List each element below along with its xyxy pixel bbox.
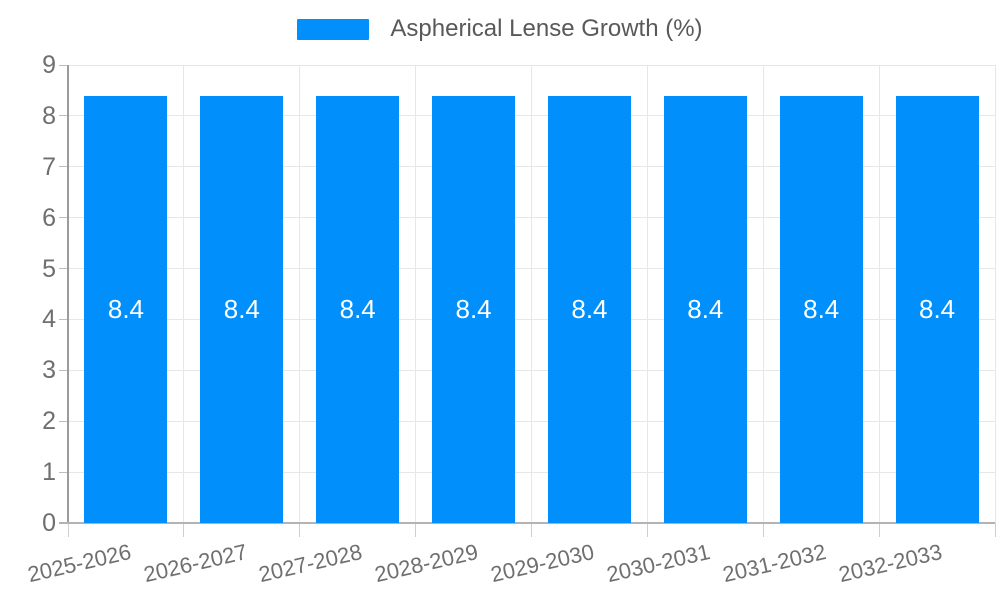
- y-axis-label: 4: [42, 305, 56, 334]
- x-gridline: [994, 65, 996, 523]
- x-gridline: [299, 65, 301, 523]
- x-gridline: [531, 65, 532, 523]
- y-axis-label: 1: [42, 458, 56, 487]
- x-gridline: [183, 65, 185, 523]
- x-axis-label: 2028-2029: [372, 539, 481, 588]
- bar[interactable]: 8.4: [779, 95, 863, 523]
- bar[interactable]: 8.4: [895, 95, 979, 523]
- x-axis-tick: [878, 523, 880, 537]
- y-axis-tick: [59, 420, 68, 422]
- y-axis-label: 6: [42, 203, 56, 232]
- legend-item[interactable]: Aspherical Lense Growth (%): [297, 15, 703, 42]
- x-axis-tick: [415, 523, 417, 537]
- y-axis-tick: [59, 471, 68, 473]
- bar[interactable]: 8.4: [84, 95, 168, 523]
- y-axis-label: 9: [42, 51, 56, 79]
- x-axis-label: 2030-2031: [604, 539, 713, 588]
- x-axis-label: 2026-2027: [140, 539, 249, 588]
- bar-value-label: 8.4: [107, 294, 145, 325]
- x-gridline: [415, 65, 417, 523]
- x-axis-tick: [762, 523, 764, 537]
- x-gridline: [646, 65, 648, 523]
- x-axis-tick: [183, 523, 185, 537]
- x-axis-line: [59, 522, 995, 524]
- bar[interactable]: 8.4: [200, 95, 284, 523]
- y-axis-tick: [59, 268, 68, 270]
- bar-value-label: 8.4: [223, 294, 260, 325]
- y-axis-tick: [59, 166, 68, 168]
- x-axis-label: 2031-2032: [720, 539, 829, 588]
- bar-value-label: 8.4: [339, 294, 376, 325]
- y-axis-label: 7: [42, 152, 56, 181]
- legend-swatch-icon: [297, 18, 370, 40]
- bar-value-label: 8.4: [455, 294, 492, 325]
- bar-value-label: 8.4: [803, 294, 840, 325]
- x-axis-tick: [67, 523, 69, 537]
- y-axis-tick: [59, 369, 68, 371]
- x-gridline: [762, 65, 764, 523]
- x-axis-label: 2025-2026: [24, 539, 134, 588]
- y-axis-label: 8: [42, 101, 56, 130]
- x-axis-tick: [646, 523, 648, 537]
- y-axis-label: 5: [42, 254, 56, 283]
- x-axis-tick: [531, 523, 532, 537]
- bar[interactable]: 8.4: [316, 95, 400, 523]
- y-axis-label: 0: [42, 509, 56, 537]
- y-axis-tick: [59, 318, 68, 320]
- chart-legend: Aspherical Lense Growth (%): [0, 17, 1000, 41]
- y-axis-tick: [59, 217, 68, 219]
- x-axis-label: 2029-2030: [488, 539, 597, 588]
- y-axis-line: [67, 65, 69, 523]
- bar[interactable]: 8.4: [547, 95, 631, 523]
- legend-label: Aspherical Lense Growth (%): [390, 15, 703, 42]
- x-axis-tick: [299, 523, 301, 537]
- y-axis-label: 2: [42, 407, 56, 436]
- x-axis-label: 2027-2028: [256, 539, 365, 588]
- bar[interactable]: 8.4: [432, 95, 516, 523]
- y-axis-label: 3: [42, 356, 56, 385]
- bar[interactable]: 8.4: [663, 95, 747, 523]
- bar-value-label: 8.4: [918, 294, 956, 325]
- y-axis-tick: [59, 64, 68, 66]
- x-gridline: [878, 65, 880, 523]
- x-axis-tick: [994, 523, 996, 537]
- bar-value-label: 8.4: [687, 294, 724, 325]
- bar-value-label: 8.4: [571, 294, 608, 325]
- y-axis-tick: [59, 115, 68, 117]
- x-axis-label: 2032-2033: [836, 539, 945, 588]
